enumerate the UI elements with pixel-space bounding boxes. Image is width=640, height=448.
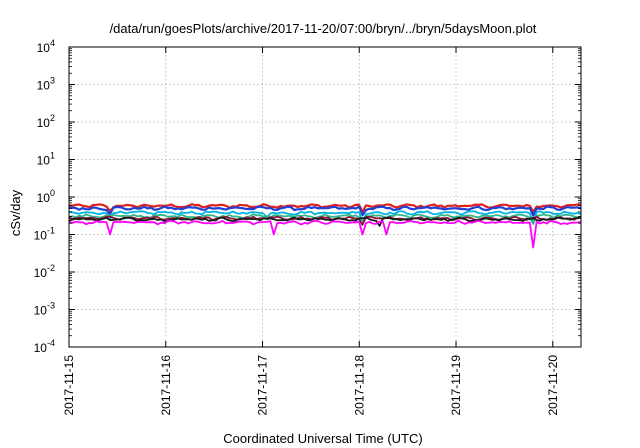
series-line [68,205,582,217]
grid [69,47,581,347]
x-axis-label: Coordinated Universal Time (UTC) [223,431,422,446]
x-tick-label: 2017-11-19 [449,355,463,416]
y-tick-label: 101 [37,151,55,168]
x-tick-label: 2017-11-17 [256,355,270,416]
y-tick-label: 10-2 [34,263,55,280]
series-line [68,203,582,213]
y-axis: 10-4 10-3 10-2 10-1 100 101 102 103 104 [34,38,581,355]
y-tick-label: 10-3 [34,301,55,318]
y-tick-label: 102 [37,113,55,130]
x-tick-label: 2017-11-18 [352,355,366,416]
y-tick-label: 104 [37,38,55,55]
x-tick-label: 2017-11-20 [546,355,560,416]
x-tick-label: 2017-11-16 [159,355,173,416]
series-line [68,216,582,227]
y-axis-label: cSv/day [8,189,23,236]
y-tick-label: 100 [37,188,55,205]
y-tick-label: 10-4 [34,338,55,355]
y-tick-label: 103 [37,76,55,93]
series-line [68,219,582,249]
series-line [68,213,582,225]
chart-title: /data/run/goesPlots/archive/2017-11-20/0… [110,21,537,36]
y-tick-label: 10-1 [34,226,55,243]
x-axis: 2017-11-15 2017-11-16 2017-11-17 2017-11-18… [62,47,560,416]
plot-area [68,203,582,249]
x-tick-label: 2017-11-15 [62,355,76,416]
